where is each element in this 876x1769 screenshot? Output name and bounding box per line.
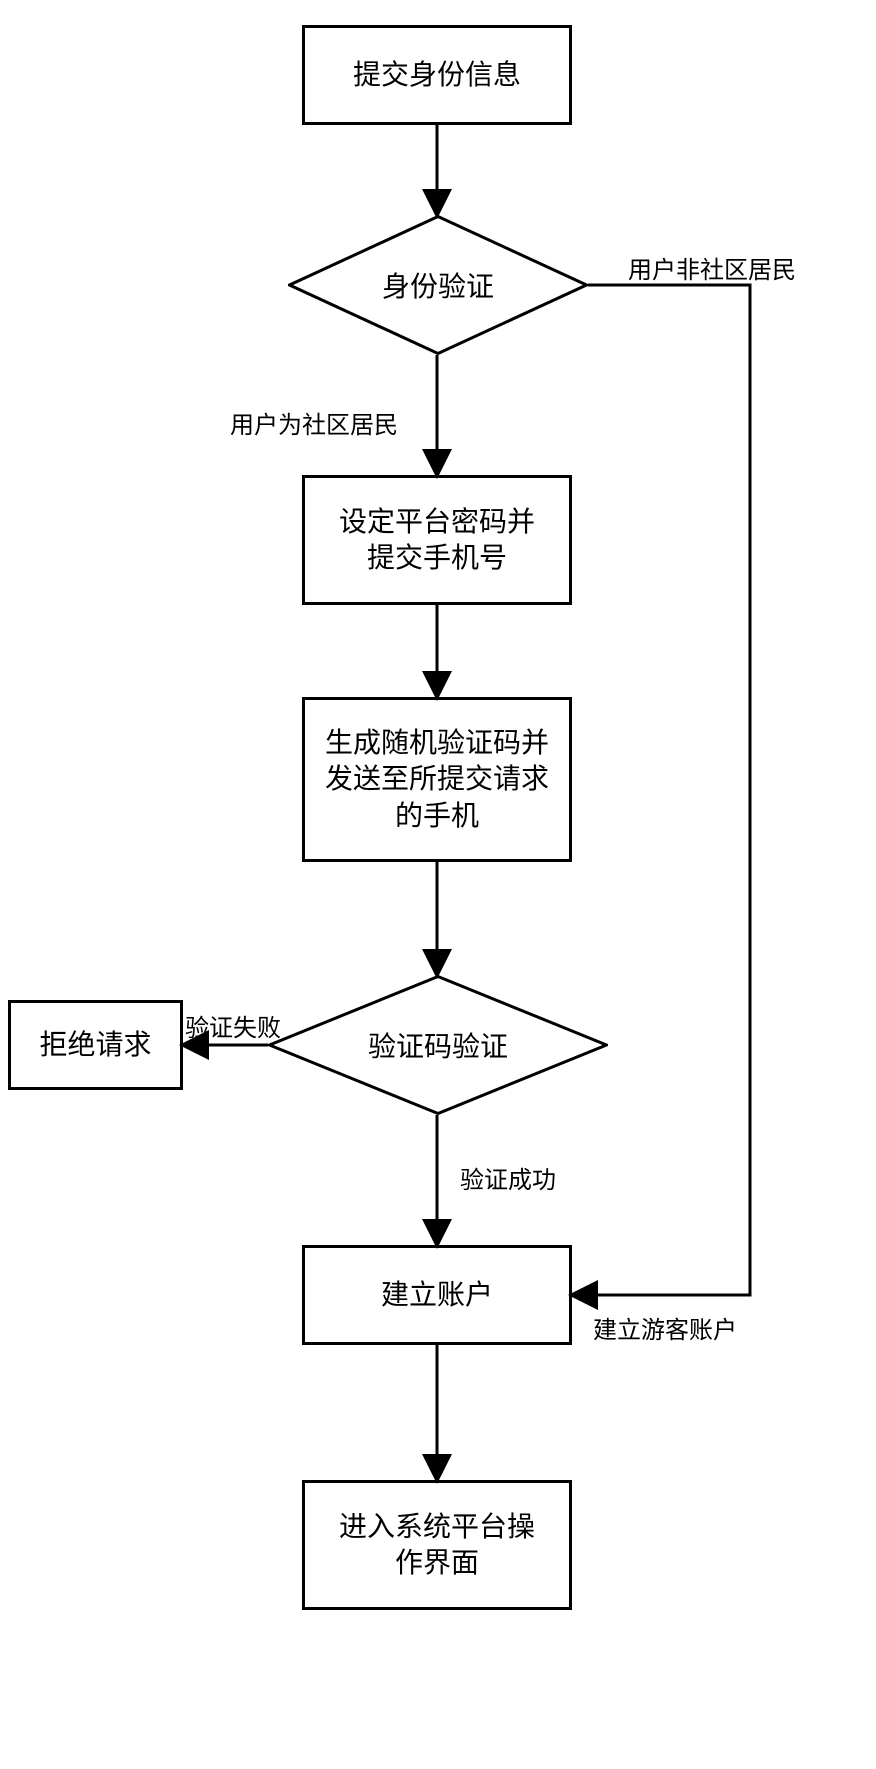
node-label: 提交身份信息 xyxy=(353,57,521,93)
node-submit-identity: 提交身份信息 xyxy=(302,25,572,125)
node-label: 拒绝请求 xyxy=(39,1027,151,1063)
node-label: 进入系统平台操作界面 xyxy=(339,1509,535,1582)
edge-label-community-resident: 用户为社区居民 xyxy=(230,405,398,440)
edge-label-not-resident: 用户非社区居民 xyxy=(628,250,796,285)
node-reject: 拒绝请求 xyxy=(8,1000,183,1090)
node-enter-platform: 进入系统平台操作界面 xyxy=(302,1480,572,1610)
node-label: 设定平台密码并提交手机号 xyxy=(339,504,535,577)
node-identity-verify: 身份验证 xyxy=(288,215,588,355)
node-gen-code: 生成随机验证码并发送至所提交请求的手机 xyxy=(302,697,572,862)
node-set-password: 设定平台密码并提交手机号 xyxy=(302,475,572,605)
node-code-verify: 验证码验证 xyxy=(268,975,608,1115)
node-create-account: 建立账户 xyxy=(302,1245,572,1345)
node-label: 身份验证 xyxy=(382,265,494,305)
edge-label-verify-success: 验证成功 xyxy=(460,1160,556,1195)
node-label: 验证码验证 xyxy=(368,1025,508,1065)
node-label: 生成随机验证码并发送至所提交请求的手机 xyxy=(325,725,549,834)
edge-label-guest-account: 建立游客账户 xyxy=(593,1310,737,1345)
node-label: 建立账户 xyxy=(381,1277,493,1313)
edge-label-verify-fail: 验证失败 xyxy=(185,1008,281,1043)
